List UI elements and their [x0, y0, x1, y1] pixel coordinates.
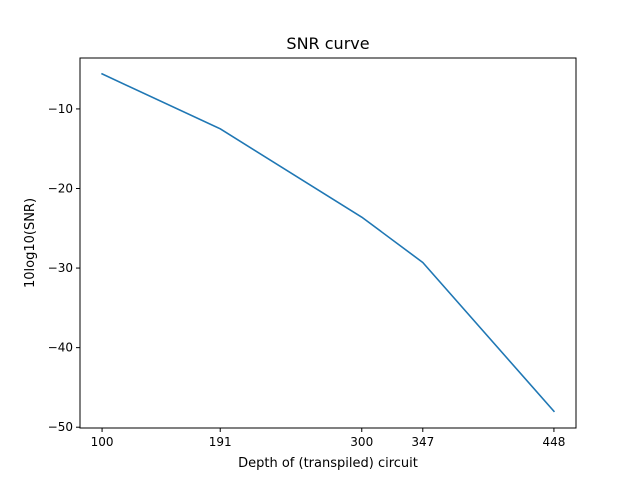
- x-tick-label: 448: [542, 435, 565, 449]
- chart-title: SNR curve: [286, 34, 369, 53]
- y-axis-label: 10log10(SNR): [23, 198, 38, 288]
- plot-frame: [79, 57, 577, 429]
- x-axis-label: Depth of (transpiled) circuit: [238, 456, 418, 471]
- y-axis: −10 −20 −30 −40 −50: [48, 102, 80, 434]
- y-tick-label: −40: [48, 341, 73, 355]
- x-axis: 100 191 300 347 448: [91, 428, 565, 449]
- x-tick-label: 347: [411, 435, 434, 449]
- y-tick-label: −20: [48, 181, 73, 195]
- series-layer: [101, 72, 556, 413]
- snr-series-line: [101, 72, 556, 413]
- x-tick-label: 191: [209, 435, 232, 449]
- x-tick-label: 100: [91, 435, 114, 449]
- x-tick-label: 300: [350, 435, 373, 449]
- y-tick-label: −10: [48, 102, 73, 116]
- y-tick-label: −50: [48, 420, 73, 434]
- y-tick-label: −30: [48, 261, 73, 275]
